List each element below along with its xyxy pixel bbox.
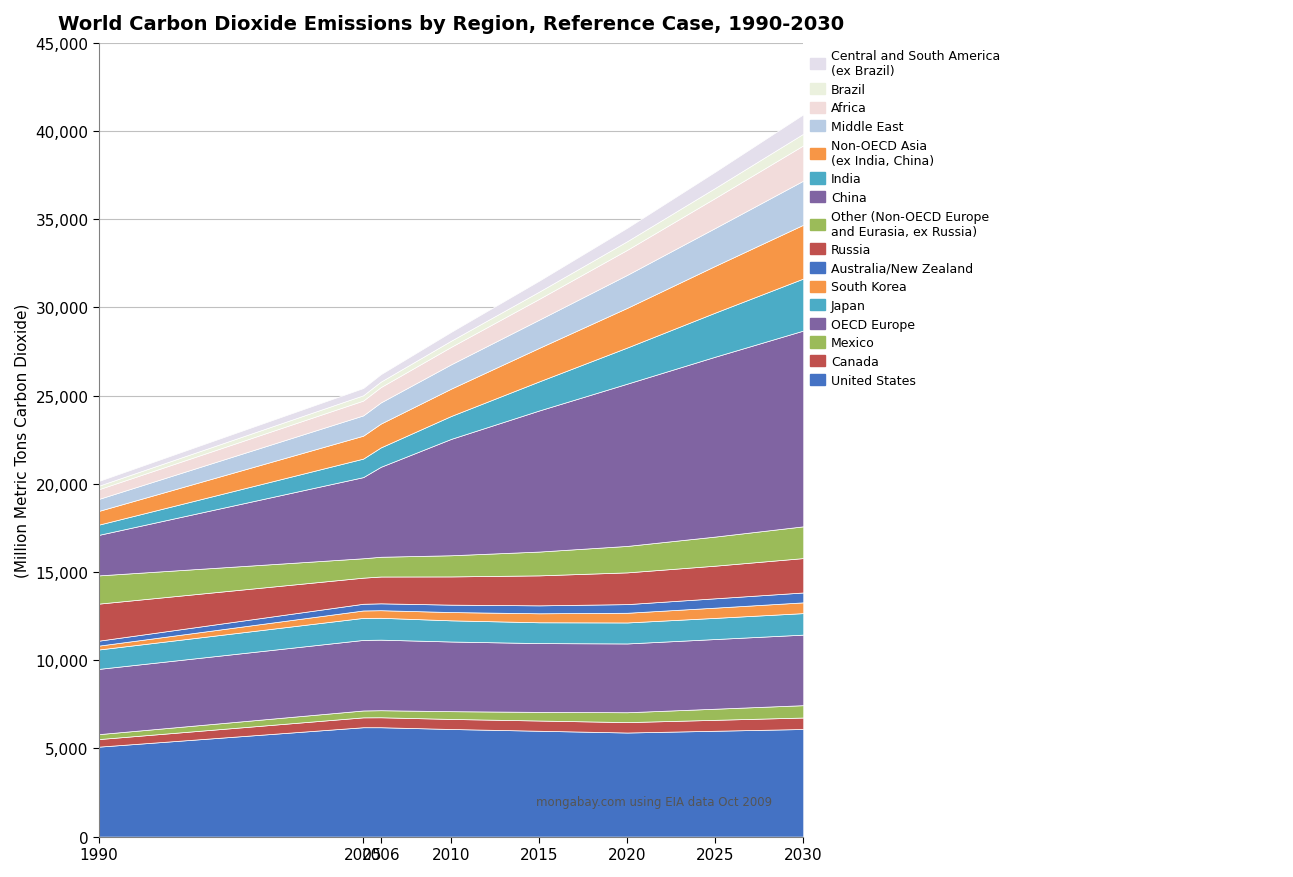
Legend: Central and South America
(ex Brazil), Brazil, Africa, Middle East, Non-OECD Asi: Central and South America (ex Brazil), B…: [809, 50, 999, 387]
Title: World Carbon Dioxide Emissions by Region, Reference Case, 1990-2030: World Carbon Dioxide Emissions by Region…: [58, 15, 844, 34]
Y-axis label: (Million Metric Tons Carbon Dioxide): (Million Metric Tons Carbon Dioxide): [16, 303, 30, 577]
Text: mongabay.com using EIA data Oct 2009: mongabay.com using EIA data Oct 2009: [535, 795, 772, 808]
